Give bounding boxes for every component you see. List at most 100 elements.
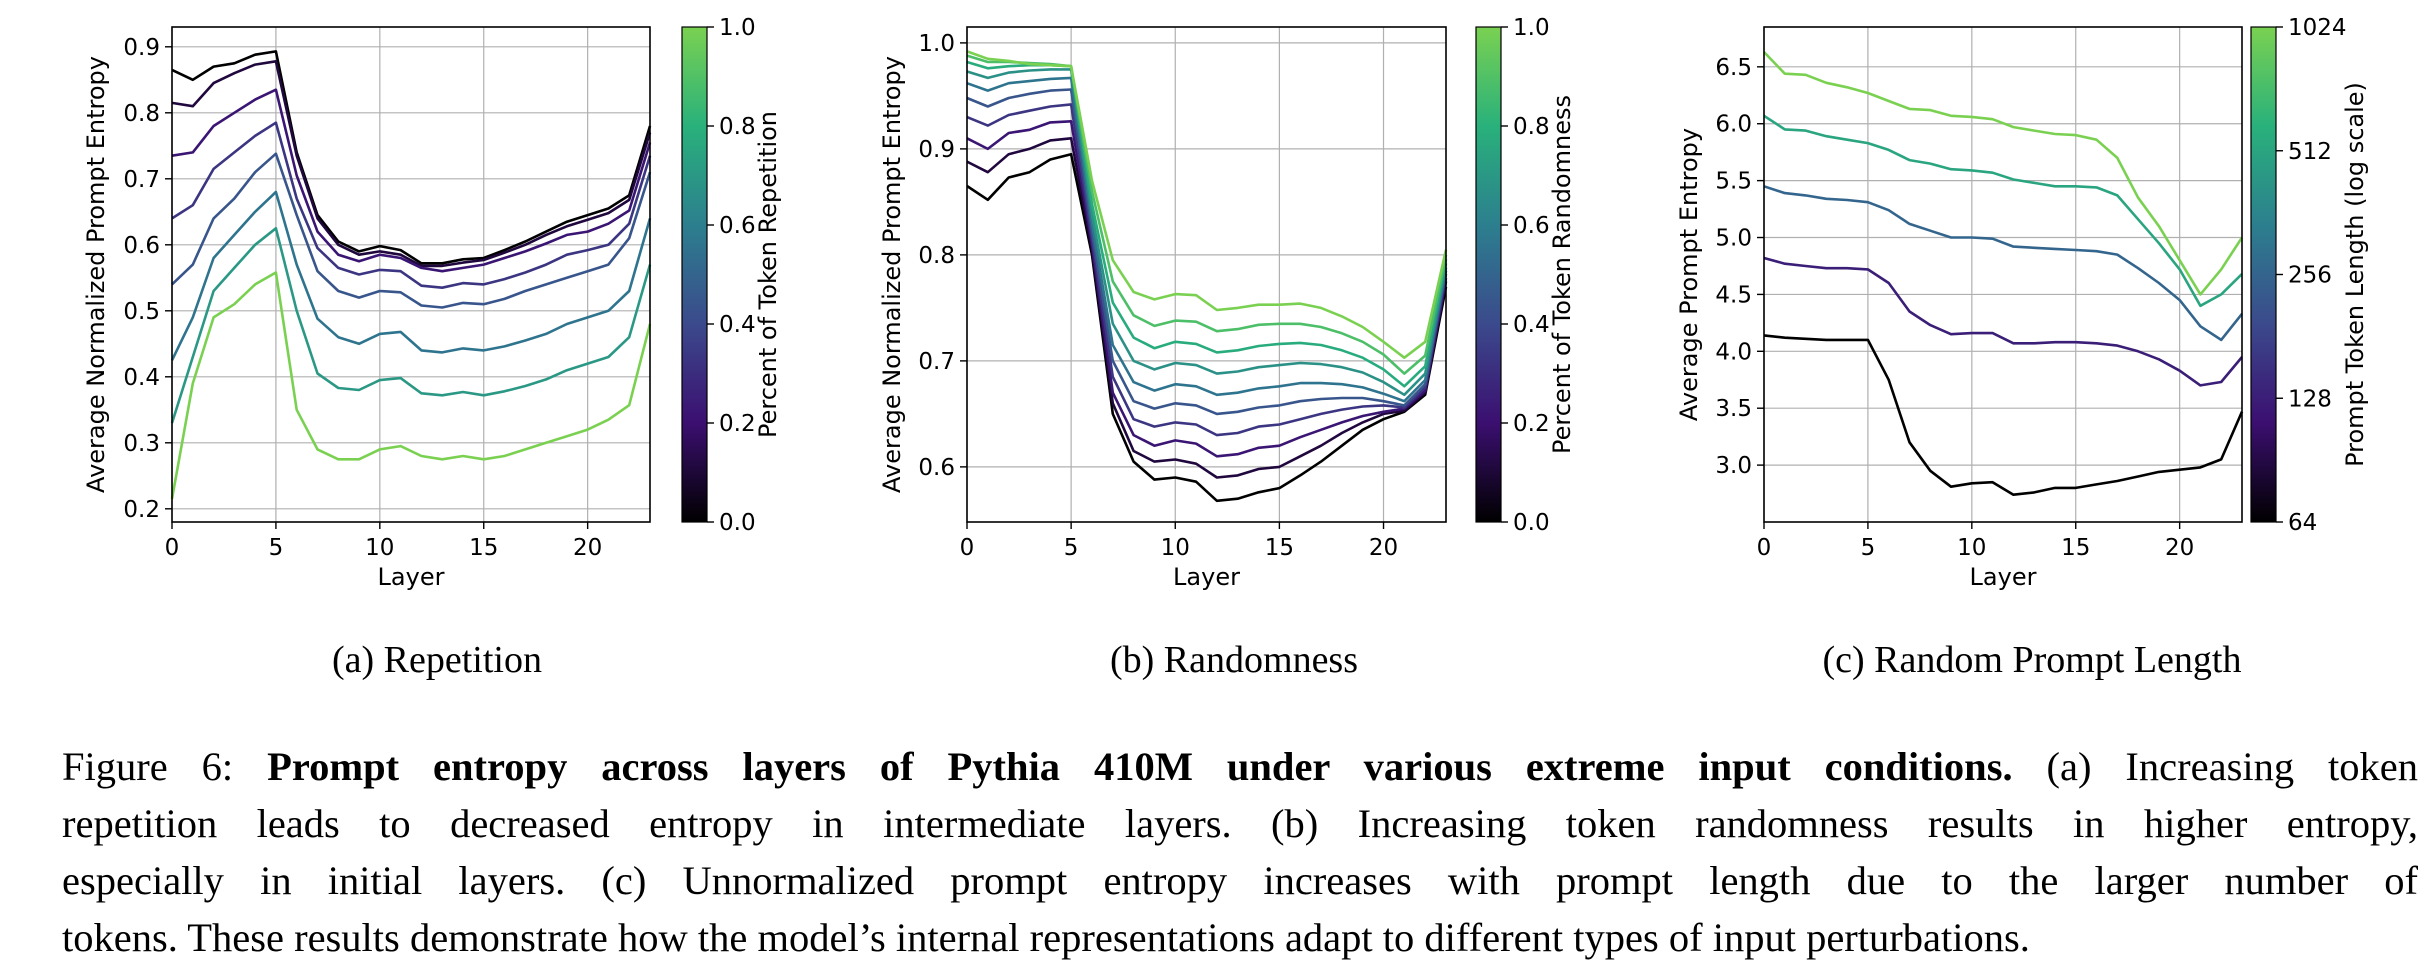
colorbar-tick-label: 0.8 xyxy=(1513,114,1550,140)
colorbar-tick-label: 0.8 xyxy=(719,114,756,140)
x-tick-label: 0 xyxy=(960,535,975,561)
series-line-0 xyxy=(171,50,652,265)
colorbar-tick-label: 0.6 xyxy=(719,213,756,239)
x-tick-label: 0 xyxy=(165,535,180,561)
colorbar-tick-label: 0.0 xyxy=(1513,510,1550,536)
colorbar-tick-label: 1024 xyxy=(2288,15,2347,41)
colorbar xyxy=(1475,26,1502,523)
colorbar-tick-label: 1.0 xyxy=(1513,15,1550,41)
x-axis-label: Layer xyxy=(1970,563,2037,591)
y-tick-label: 5.5 xyxy=(1715,169,1752,195)
x-tick-label: 10 xyxy=(365,535,394,561)
colorbar-tick-label: 0.0 xyxy=(719,510,756,536)
series-line-1 xyxy=(171,59,652,268)
x-tick-label: 15 xyxy=(1265,535,1294,561)
caption-bold: Prompt entropy across layers of Pythia 4… xyxy=(267,744,2013,789)
colorbar-tick-label: 512 xyxy=(2288,139,2332,165)
x-tick-label: 5 xyxy=(1064,535,1079,561)
series-line-4 xyxy=(1763,51,2244,296)
colorbar xyxy=(2250,26,2277,523)
series-line-3 xyxy=(171,121,652,290)
y-tick-label: 3.5 xyxy=(1715,396,1752,422)
y-tick-label: 0.8 xyxy=(918,243,955,269)
subcaption-c: (c) Random Prompt Length xyxy=(1822,639,2242,681)
y-axis-label: Average Prompt Entropy xyxy=(1675,128,1703,421)
colorbar-label: Prompt Token Length (log scale) xyxy=(2341,82,2369,467)
x-tick-label: 10 xyxy=(1161,535,1190,561)
x-tick-label: 10 xyxy=(1957,535,1986,561)
y-tick-label: 0.9 xyxy=(918,137,955,163)
series-line-7 xyxy=(170,271,652,500)
y-tick-label: 3.0 xyxy=(1715,453,1752,479)
series-line-2 xyxy=(966,120,1448,458)
colorbar xyxy=(681,26,708,523)
x-tick-label: 20 xyxy=(1369,535,1398,561)
subcaption-a: (a) Repetition xyxy=(332,639,542,681)
y-axis-label: Average Normalized Prompt Entropy xyxy=(878,56,906,493)
colorbar-tick-label: 0.2 xyxy=(719,411,756,437)
y-tick-label: 0.3 xyxy=(123,431,160,457)
y-tick-label: 0.2 xyxy=(123,497,160,523)
series-line-3 xyxy=(966,103,1448,437)
y-tick-label: 0.7 xyxy=(918,349,955,375)
colorbar-label: Percent of Token Randomness xyxy=(1548,95,1576,454)
series-line-9 xyxy=(966,50,1448,360)
y-tick-label: 0.7 xyxy=(123,167,160,193)
series-line-3 xyxy=(1763,114,2243,308)
y-tick-label: 4.5 xyxy=(1715,282,1752,308)
y-axis-label: Average Normalized Prompt Entropy xyxy=(82,56,110,493)
series-line-0 xyxy=(1763,334,2244,497)
figure-6-charts: 0 5 10 15 20 0.2 0.3 0.4 0.5 0.6 0.7 0.8 0.9 Layer Ave… xyxy=(82,15,2369,591)
x-axis-label: Layer xyxy=(378,563,445,591)
series-line-5 xyxy=(170,190,652,361)
series-line-4 xyxy=(966,88,1448,416)
caption-line-3: especially in initial layers. (c) Unnorm… xyxy=(62,858,2418,903)
series-line-4 xyxy=(171,152,652,309)
x-tick-label: 5 xyxy=(1861,535,1876,561)
series-line-1 xyxy=(1763,256,2243,387)
subcaption-b: (b) Randomness xyxy=(1109,639,1359,681)
plot-frame xyxy=(171,26,651,523)
series-line-2 xyxy=(1763,185,2244,342)
series-line-8 xyxy=(966,54,1448,375)
colorbar-tick-label: 128 xyxy=(2288,386,2332,412)
x-tick-label: 20 xyxy=(573,535,602,561)
y-tick-label: 0.5 xyxy=(123,299,160,325)
caption-line-4: tokens. These results demonstrate how th… xyxy=(62,915,2030,960)
x-tick-label: 0 xyxy=(1757,535,1772,561)
series-line-6 xyxy=(966,68,1448,397)
chart-prompt-length: 0 5 10 15 20 3.0 3.5 4.0 4.5 5.0 5.5 6.0 6.5 Layer Ave… xyxy=(1675,15,2369,591)
caption-label: Figure 6: xyxy=(62,744,234,789)
caption-line-2: repetition leads to decreased entropy in… xyxy=(62,801,2418,846)
x-tick-label: 5 xyxy=(269,535,284,561)
x-tick-label: 20 xyxy=(2165,535,2194,561)
colorbar-tick-label: 0.4 xyxy=(719,312,756,338)
chart-randomness: 0 5 10 15 20 0.6 0.7 0.8 0.9 1.0 Layer Average Norm… xyxy=(878,15,1576,591)
y-tick-label: 4.0 xyxy=(1715,339,1752,365)
series-line-1 xyxy=(966,137,1448,479)
y-tick-label: 0.6 xyxy=(123,233,160,259)
y-tick-label: 6.5 xyxy=(1715,55,1752,81)
colorbar-tick-label: 0.4 xyxy=(1513,312,1550,338)
series-line-0 xyxy=(966,152,1448,503)
y-tick-label: 0.9 xyxy=(123,35,160,61)
series-line-6 xyxy=(170,227,652,424)
y-tick-label: 5.0 xyxy=(1715,226,1752,252)
y-tick-label: 1.0 xyxy=(918,31,955,57)
x-tick-label: 15 xyxy=(469,535,498,561)
caption-line-1-rest: (a) Increasing token xyxy=(2046,744,2419,789)
figure-caption: Figure 6: Prompt entropy across layers o… xyxy=(62,738,2418,966)
series-line-2 xyxy=(171,88,652,273)
chart-repetition: 0 5 10 15 20 0.2 0.3 0.4 0.5 0.6 0.7 0.8 0.9 Layer Ave… xyxy=(82,15,782,591)
y-tick-label: 6.0 xyxy=(1715,112,1752,138)
y-tick-label: 0.6 xyxy=(918,455,955,481)
colorbar-tick-label: 0.6 xyxy=(1513,213,1550,239)
caption-line-1: Figure 6: Prompt entropy across layers o… xyxy=(62,738,2418,795)
colorbar-tick-label: 64 xyxy=(2288,510,2317,536)
y-tick-label: 0.8 xyxy=(123,101,160,127)
colorbar-tick-label: 256 xyxy=(2288,263,2332,289)
x-axis-label: Layer xyxy=(1173,563,1240,591)
plot-frame xyxy=(966,26,1447,523)
x-tick-label: 15 xyxy=(2061,535,2090,561)
series-line-7 xyxy=(966,60,1448,388)
